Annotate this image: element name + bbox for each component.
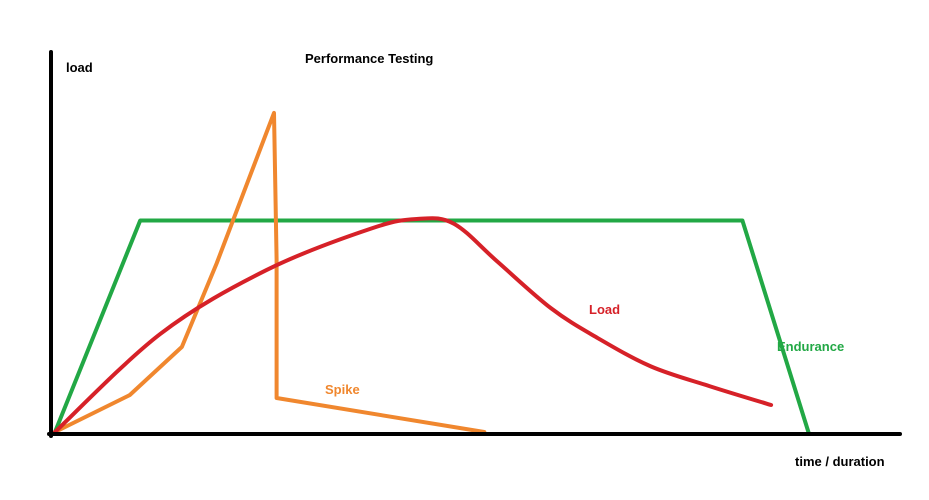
series-label-spike: Spike	[325, 382, 360, 397]
chart-title: Performance Testing	[305, 51, 433, 66]
series-layer	[53, 110, 811, 434]
x-axis-label: time / duration	[795, 454, 885, 469]
series-label-endurance: Endurance	[777, 339, 844, 354]
series-label-load: Load	[589, 302, 620, 317]
y-axis-label: load	[66, 60, 93, 75]
series-line-load	[53, 216, 774, 434]
series-line-spike	[53, 110, 487, 434]
